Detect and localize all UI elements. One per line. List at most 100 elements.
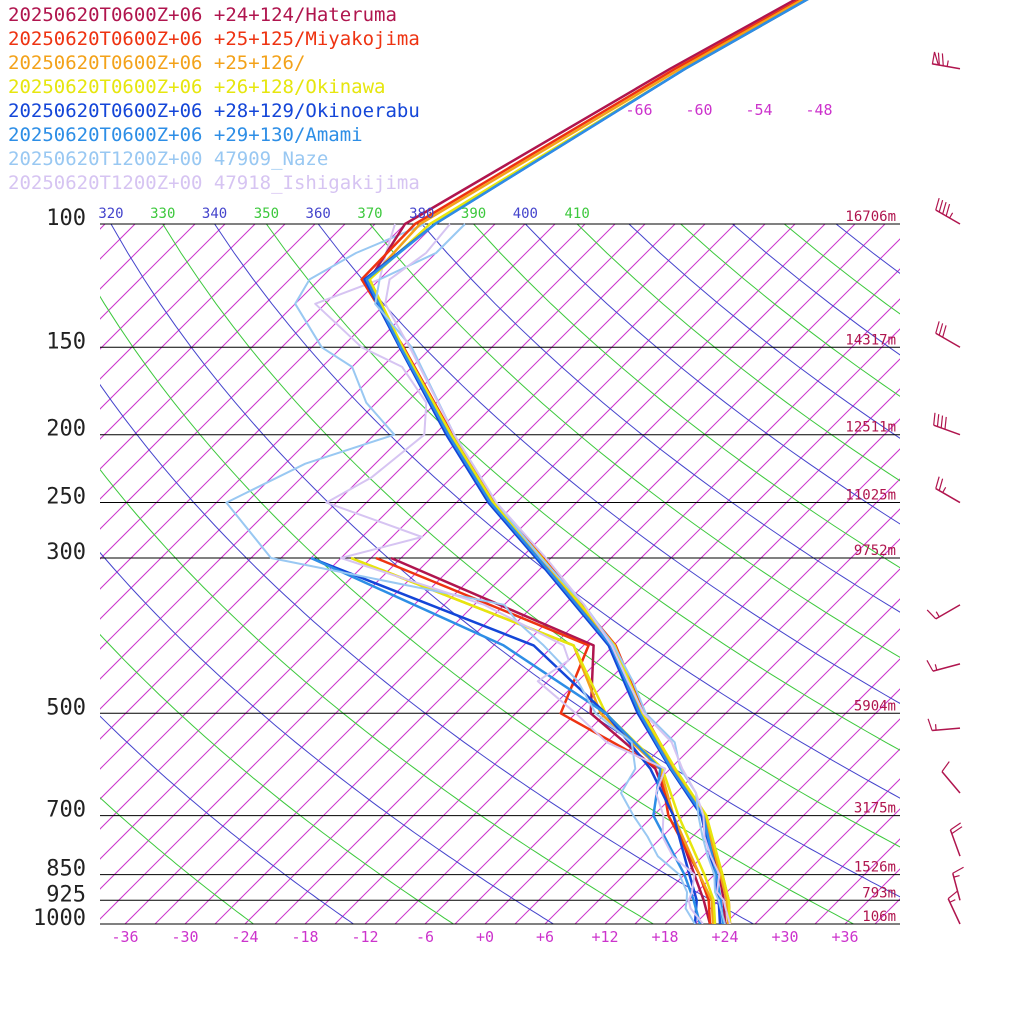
isotherm-line <box>844 868 900 924</box>
dry-adiabat-line <box>732 224 900 356</box>
theta-label: 330 <box>150 206 175 222</box>
pressure-label: 250 <box>46 485 86 510</box>
dry-adiabat-line <box>783 224 900 315</box>
wind-barb-feather <box>941 761 950 772</box>
isotherm-line <box>124 224 826 924</box>
wind-barb-feather <box>942 201 947 215</box>
wind-barb-staff <box>941 771 961 794</box>
temperature-tick-label: -36 <box>111 928 138 946</box>
isotherm-line <box>424 448 900 924</box>
isotherm-line <box>724 748 900 924</box>
isotherm-line <box>814 838 900 924</box>
height-label: 16706m <box>845 209 896 225</box>
isotherm-line <box>100 224 256 380</box>
isotherms <box>100 224 1024 924</box>
isotherm-line <box>100 224 406 530</box>
legend-item: 20250620T0600Z+06 +25+126/ <box>8 52 306 74</box>
dewpoint-line <box>310 556 702 924</box>
isotherm-line <box>334 358 900 924</box>
wind-barb-feather <box>947 890 959 900</box>
wind-barb-half-feather <box>946 60 949 67</box>
theta-label: 380 <box>409 206 434 222</box>
height-label: 793m <box>862 885 896 901</box>
isotherm-line <box>784 808 900 924</box>
isotherm-label: -54 <box>745 101 772 119</box>
isotherm-line <box>274 298 900 924</box>
wind-barb <box>927 718 961 732</box>
dry-adiabat-line <box>680 224 900 397</box>
temperature-tick-label: +0 <box>476 928 494 946</box>
wind-barb-feather <box>937 52 940 66</box>
isotherm-line <box>214 238 900 924</box>
wind-barb-staff <box>932 663 961 672</box>
temperature-tick-label: +36 <box>831 928 858 946</box>
wind-barb-feather <box>940 415 944 428</box>
wind-barb-half-feather <box>949 212 954 219</box>
isotherm-line <box>100 224 586 710</box>
wind-barb-staff <box>933 424 961 436</box>
wind-barb-feather <box>945 203 951 217</box>
isotherm-line <box>184 224 886 924</box>
wind-barb-half-feather <box>949 899 956 903</box>
wind-barb-half-feather <box>934 664 938 671</box>
isotherm-line <box>484 508 900 924</box>
isotherm-line <box>100 224 646 770</box>
wind-barb-feather <box>935 476 940 489</box>
pressure-label: 500 <box>46 695 86 720</box>
wind-barb-feather <box>950 822 962 831</box>
wind-barb-staff <box>935 487 961 504</box>
pressure-label: 1000 <box>33 906 86 931</box>
temperature-tick-label: -30 <box>171 928 198 946</box>
wind-barb <box>949 822 963 857</box>
wind-barb-feather <box>951 826 963 835</box>
isotherm-line <box>100 224 226 350</box>
isotherm-line <box>100 224 196 320</box>
dry-adiabat-line <box>421 224 900 613</box>
pressure-label: 100 <box>46 206 86 231</box>
isotherm-line <box>905 224 1024 924</box>
dry-adiabat-line <box>628 224 900 439</box>
height-label: 14317m <box>845 332 896 348</box>
isotherm-line <box>100 224 796 920</box>
wind-barb-feather <box>941 53 944 66</box>
temperature-line <box>368 0 809 924</box>
axis-labels: 100 16706m 150 14317m 200 12511m 250 11025m 300 9… <box>33 101 896 946</box>
isotherm-line <box>100 224 526 650</box>
isotherm-line <box>100 224 376 500</box>
dewpoint-line <box>390 556 712 924</box>
isotherm-line <box>244 268 900 924</box>
temperature-tick-label: -18 <box>291 928 318 946</box>
wind-barb <box>952 866 964 901</box>
isotherm-line <box>304 328 900 924</box>
isotherm-line <box>544 568 900 924</box>
isotherm-line <box>100 224 496 620</box>
height-label: 5904m <box>854 698 896 714</box>
temperature-tick-label: +12 <box>591 928 618 946</box>
height-label: 1526m <box>854 860 896 876</box>
wind-barb-feather <box>926 660 934 672</box>
wind-barb-staff <box>935 209 961 225</box>
wind-barb-feather <box>926 609 937 620</box>
isotherm-line <box>100 224 556 680</box>
wind-barb <box>926 604 961 620</box>
legend-item: 20250620T1200Z+00 47909_Naze <box>8 148 329 170</box>
height-label: 11025m <box>845 488 896 504</box>
legend-item: 20250620T0600Z+06 +25+125/Miyakojima <box>8 28 420 50</box>
dewpoint-line <box>350 556 717 924</box>
legend-item: 20250620T0600Z+06 +28+129/Okinoerabu <box>8 100 420 122</box>
wind-barb-staff <box>949 829 961 857</box>
dewpoint-line <box>310 556 698 924</box>
theta-label: 350 <box>254 206 279 222</box>
temperature-line <box>365 0 809 924</box>
isotherm-line <box>100 224 286 410</box>
isotherm-line <box>100 224 346 470</box>
theta-label: 370 <box>357 206 382 222</box>
pressure-label: 150 <box>46 329 86 354</box>
isotherm-line <box>394 418 900 924</box>
isotherm-line <box>514 538 900 924</box>
legend-item: 20250620T0600Z+06 +26+128/Okinawa <box>8 76 386 98</box>
legend-item: 20250620T1200Z+00 47918_Ishigakijima <box>8 172 420 194</box>
isotherm-line <box>154 224 856 924</box>
temperature-tick-label: -12 <box>351 928 378 946</box>
